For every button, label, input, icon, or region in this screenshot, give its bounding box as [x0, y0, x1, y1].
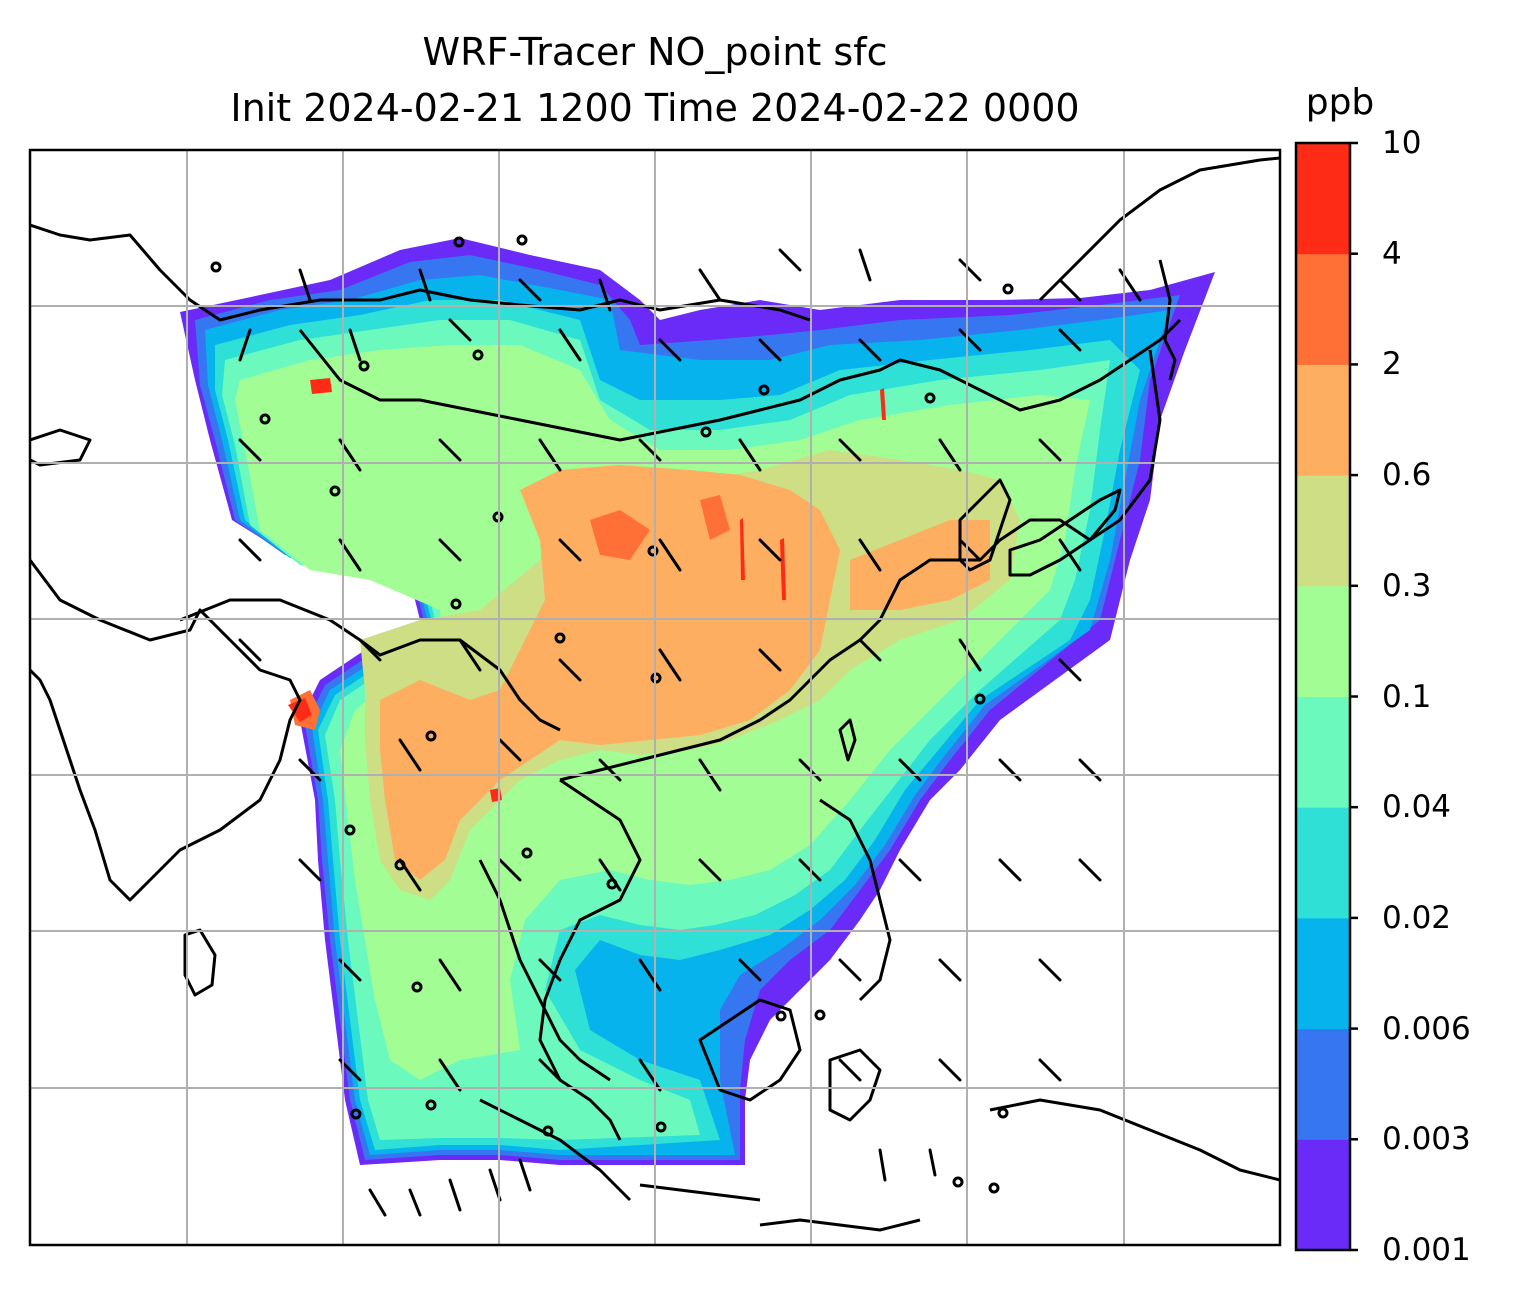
calm-circle [1002, 283, 1014, 295]
wind-barb [298, 248, 1142, 312]
colorbar-tick-label: 4 [1382, 235, 1402, 272]
colorbar-frame [1294, 141, 1352, 1252]
colorbar-unit-label: ppb [1305, 82, 1375, 123]
calm-circle [988, 1182, 1000, 1194]
colorbar-segment [1296, 1139, 1350, 1251]
border-china [298, 318, 1182, 442]
colorbar-tick-label: 0.6 [1382, 457, 1432, 494]
colorbar-segment [1296, 917, 1350, 1030]
colorbar-segment [1296, 1028, 1350, 1140]
calm-circle [758, 384, 770, 396]
wind-barbs [238, 248, 1142, 1217]
wind-barb [338, 958, 1062, 992]
colorbar-segment [1296, 585, 1350, 697]
coastline-taiwan [838, 718, 857, 762]
chart-title-line-2: Init 2024-02-21 1200 Time 2024-02-22 000… [230, 86, 1080, 130]
colorbar-tick-label: 0.02 [1382, 899, 1452, 936]
border-himalaya [179, 598, 561, 732]
calm-circle [411, 981, 423, 993]
colorbar-segment [1296, 807, 1350, 919]
calm-circle [655, 1121, 667, 1133]
coastline-east-asia [559, 349, 1162, 782]
calm-circle [259, 413, 271, 425]
colorbar-tick-label: 0.003 [1382, 1121, 1471, 1158]
colorbar-tick-label: 0.04 [1382, 789, 1452, 826]
coastline-sakhalin [1158, 259, 1177, 381]
colorbar-segment [1296, 143, 1350, 255]
calm-circle [450, 598, 462, 610]
calm-circle [952, 1176, 964, 1188]
chart-title-line-1: WRF-Tracer NO_point sfc [422, 30, 888, 74]
wind-barb [238, 438, 1062, 472]
wind-barb [368, 1148, 937, 1217]
calm-circle [344, 824, 356, 836]
calm-circle [210, 261, 222, 273]
wind-barb [238, 538, 1082, 572]
tracer-field [180, 238, 1215, 1165]
colorbar-tick-label: 0.006 [1382, 1010, 1471, 1047]
gridlines [30, 150, 1280, 1245]
colorbar [1296, 141, 1358, 1252]
field-band-8 [290, 495, 730, 730]
coastline-kamchatka [1038, 156, 1280, 302]
calm-circle [554, 632, 566, 644]
coastline-sumatra [479, 1098, 632, 1202]
coastline-newguinea [989, 1098, 1280, 1182]
wind-barb [238, 318, 1082, 362]
colorbar-tick-label: 0.001 [1382, 1232, 1471, 1268]
calm-circle [516, 234, 528, 246]
field-band-7 [380, 465, 840, 880]
calm-circle [542, 1125, 554, 1137]
colorbar-segment [1296, 364, 1350, 476]
colorbar-segment [1296, 475, 1350, 587]
colorbar-tick-label: 0.3 [1382, 567, 1432, 604]
coastline-mideast [30, 428, 92, 467]
map-panel [30, 150, 1280, 1245]
calm-circle [394, 859, 406, 871]
coastline-caspian-region [30, 223, 811, 322]
calm-circle [472, 349, 484, 361]
calm-circle [425, 1099, 437, 1111]
calm-circle [647, 545, 659, 557]
calm-circle [997, 1107, 1009, 1119]
coastline-java [639, 1183, 761, 1202]
colorbar-tick-label: 2 [1382, 346, 1402, 383]
calm-circle [606, 878, 618, 890]
coastline-philippines [819, 798, 892, 1002]
colorbar-tick-label: 0.1 [1382, 678, 1432, 715]
calm-circle [814, 1009, 826, 1021]
colorbar-segment [1296, 253, 1350, 365]
coastline-korea [958, 478, 1012, 572]
coastline-indochina [538, 778, 642, 1141]
calm-circle [358, 360, 370, 372]
colorbar-segment [1296, 696, 1350, 808]
colorbar-tick-label: 10 [1382, 125, 1422, 161]
calm-circle [974, 693, 986, 705]
calm-circle [425, 730, 437, 742]
calm-circle [924, 392, 936, 404]
map-frame [28, 148, 1282, 1247]
coastline-bottom-islands [759, 1218, 921, 1232]
calm-circle [453, 236, 465, 248]
calm-circle [521, 847, 533, 859]
wind-barb [238, 638, 1082, 682]
coastline-japan [1008, 488, 1122, 577]
calm-circle [700, 426, 712, 438]
coastline-borneo [698, 998, 802, 1102]
calm-circle [775, 1010, 787, 1022]
coastline-arabia-india [30, 559, 302, 902]
wind-barb [338, 1058, 1062, 1092]
coastline-sulawesi [828, 1048, 882, 1122]
coastline-srilanka [183, 928, 217, 997]
calm-circle [329, 485, 341, 497]
calm-circle [350, 1108, 362, 1120]
